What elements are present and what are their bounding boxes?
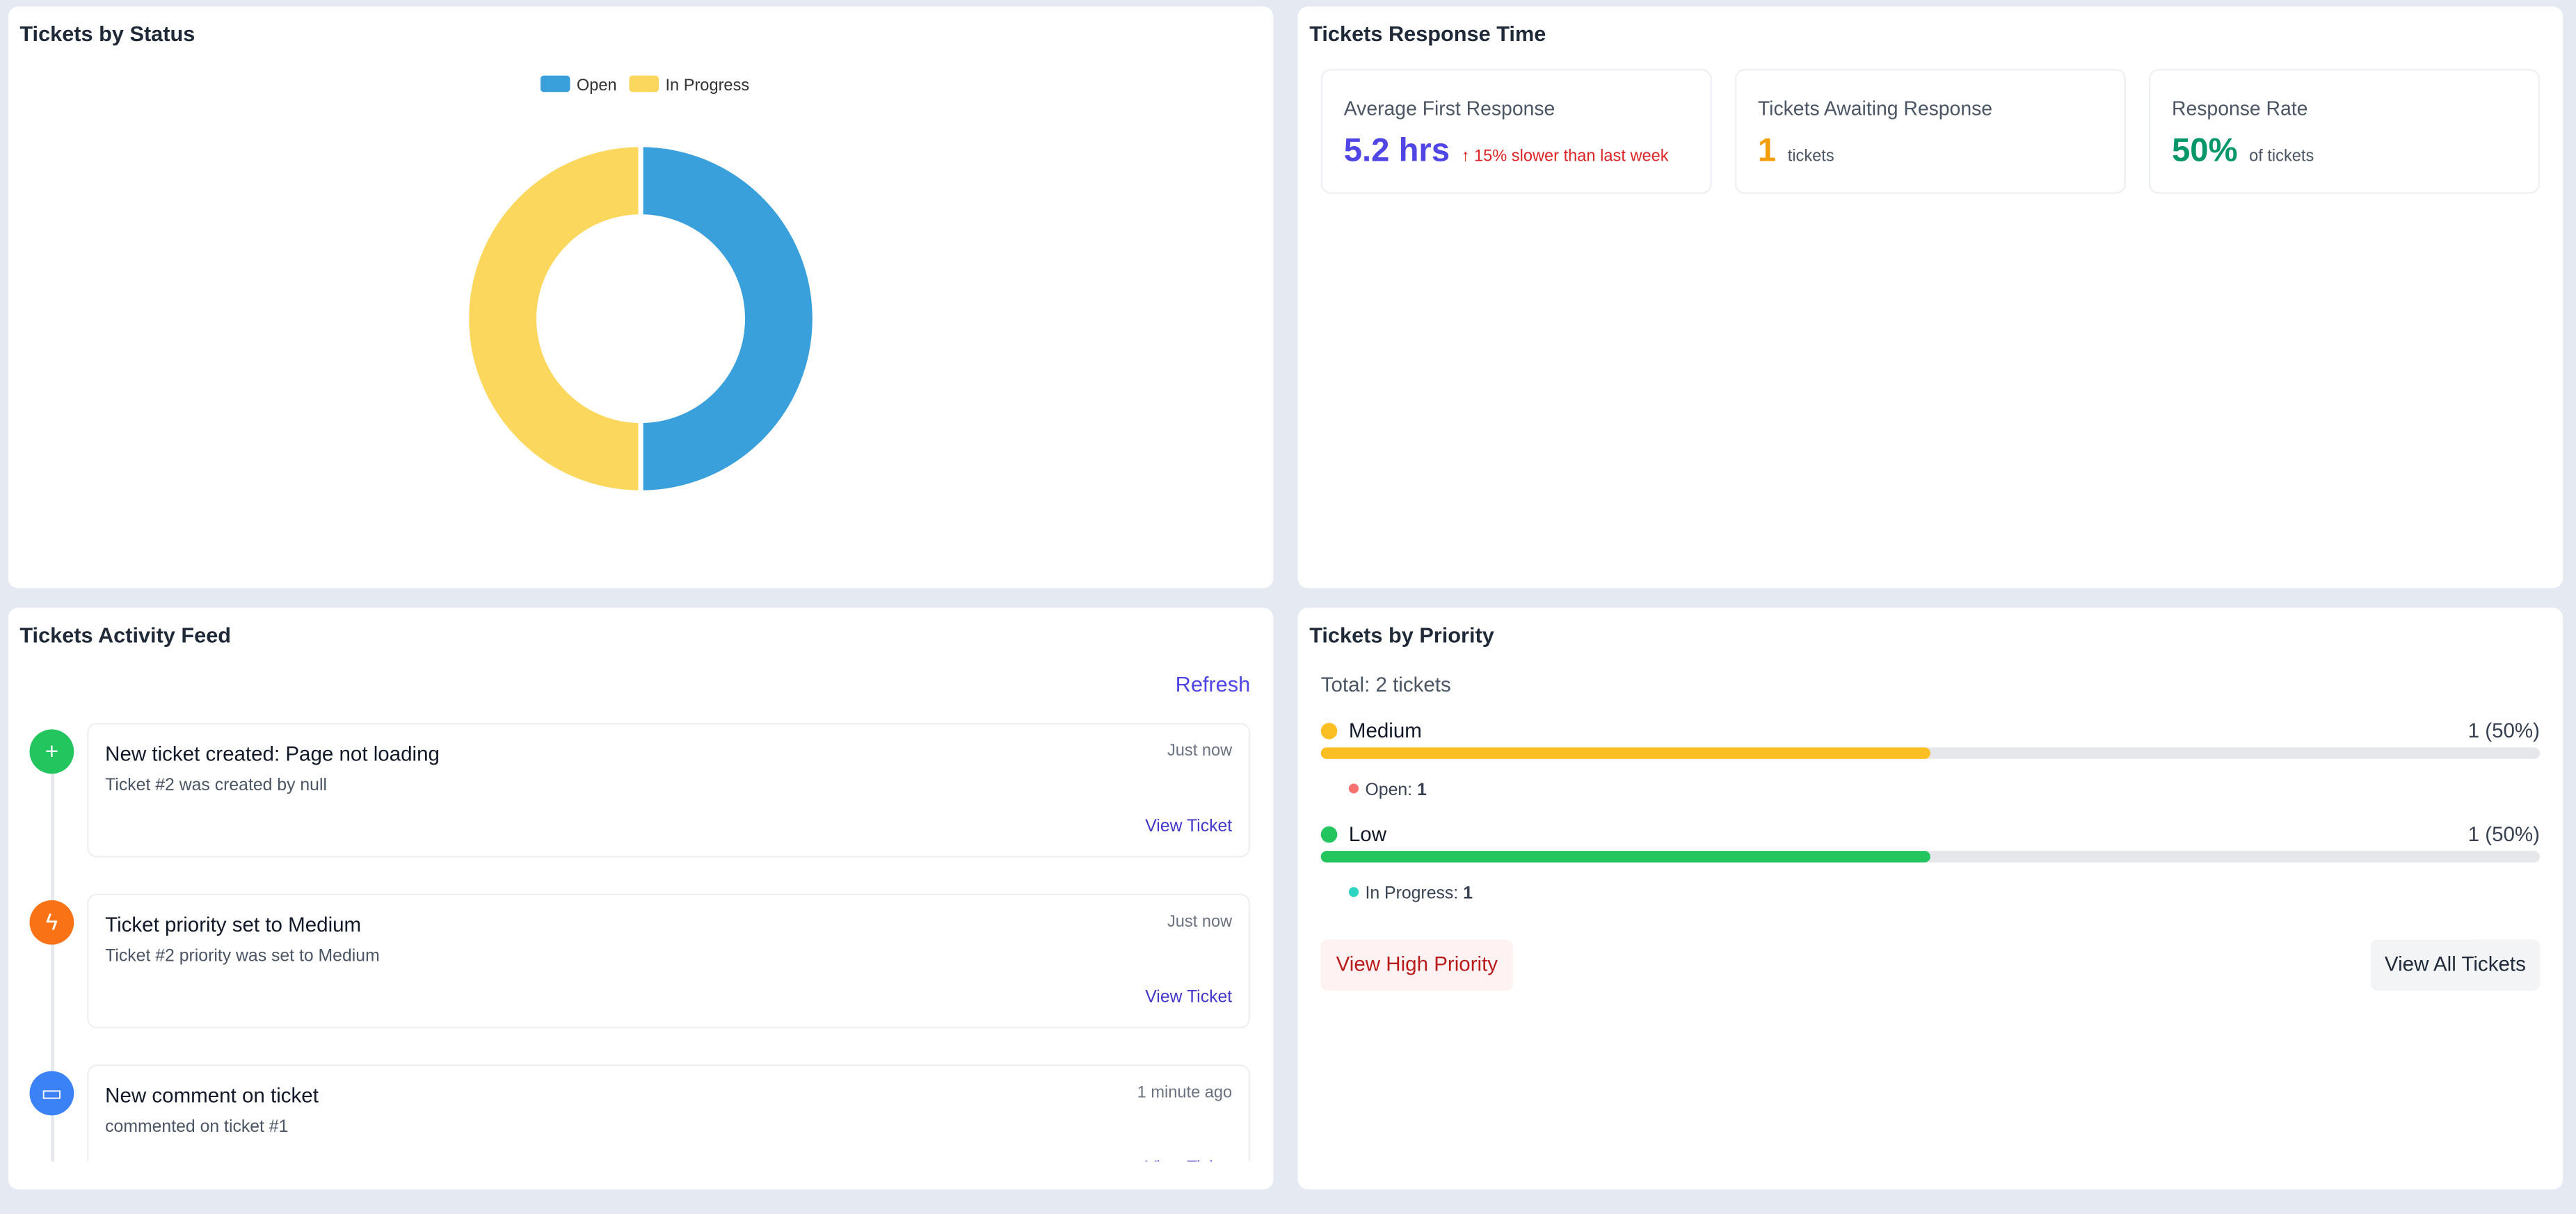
view-ticket-link[interactable]: View Ticket: [1145, 1158, 1232, 1162]
metric-value: 5.2 hrs: [1343, 133, 1450, 170]
activity-icon: ϟ: [29, 900, 74, 945]
metric-row: 1 tickets: [1758, 133, 1834, 170]
activity-icon: +: [29, 729, 74, 774]
metric-label: Average First Response: [1343, 97, 1555, 120]
priority-panel: Tickets by Priority Total: 2 tickets Vie…: [1297, 607, 2563, 1190]
breakdown-label: Open:: [1365, 780, 1413, 800]
status-panel: Tickets by Status Open In Progress: [8, 6, 1274, 589]
metric-note: ↑ 15% slower than last week: [1461, 147, 1669, 166]
metric-row: 5.2 hrs ↑ 15% slower than last week: [1344, 133, 1669, 170]
priority-track: [1320, 747, 2541, 759]
view-ticket-link[interactable]: View Ticket: [1145, 816, 1233, 836]
total: Total: 2 tickets: [1320, 673, 1451, 697]
breakdown-value: 1: [1463, 884, 1473, 904]
priority-track: [1320, 851, 2541, 863]
metric-row: 50% of tickets: [2172, 133, 2314, 170]
metric-value: 1: [1757, 133, 1777, 170]
breakdown-label: In Progress:: [1365, 884, 1459, 904]
donut-chart: Open In Progress: [464, 75, 817, 495]
activity-time: 1 minute ago: [1137, 1084, 1233, 1103]
metric-card: Response Rate 50% of tickets: [2148, 69, 2541, 194]
metric-label: Tickets Awaiting Response: [1757, 97, 1993, 120]
donut-segment: [464, 142, 643, 495]
metric-card: Tickets Awaiting Response 1 tickets: [1734, 69, 2126, 194]
breakdown: Open: 1: [1365, 781, 1426, 800]
priority-dot: [1320, 826, 1338, 843]
view-ticket-link[interactable]: View Ticket: [1145, 987, 1233, 1007]
priority-count: 1 (50%): [2467, 719, 2541, 743]
high-priority-button[interactable]: View High Priority: [1320, 939, 1514, 991]
feed: + New ticket created: Page not loading Tic…: [8, 717, 1273, 1162]
activity-description: Ticket #2 was created by null: [105, 775, 327, 795]
priority-name: Medium: [1348, 719, 1422, 743]
panel-title: Tickets by Priority: [1309, 622, 1494, 648]
response-panel: Tickets Response Time Average First Resp…: [1297, 6, 2563, 589]
panel-title: Tickets by Status: [19, 21, 195, 47]
breakdown: In Progress: 1: [1365, 884, 1473, 903]
priority-count: 1 (50%): [2467, 823, 2541, 847]
metric-value: 50%: [2172, 133, 2238, 170]
breakdown-value: 1: [1417, 780, 1427, 800]
activity-card: Ticket priority set to Medium Ticket #2 p…: [87, 893, 1251, 1029]
priority-dot: [1320, 722, 1338, 740]
breakdown-dot: [1348, 783, 1359, 794]
metric-note: tickets: [1787, 147, 1834, 166]
timeline: [51, 749, 54, 1162]
refresh-button[interactable]: Refresh: [1175, 671, 1251, 697]
activity-description: commented on ticket #1: [105, 1117, 289, 1137]
legend-swatch: [629, 75, 659, 93]
all-tickets-button[interactable]: View All Tickets: [2370, 939, 2541, 991]
activity-title: New ticket created: Page not loading: [105, 742, 440, 766]
priority-bar: [1320, 747, 1930, 759]
activity-description: Ticket #2 priority was set to Medium: [105, 946, 380, 966]
activity-card: New comment on ticket commented on ticket…: [87, 1064, 1251, 1162]
metric-note: of tickets: [2249, 147, 2314, 166]
metric-label: Response Rate: [2172, 97, 2308, 120]
legend-label: Open: [577, 77, 617, 95]
metric-card: Average First Response 5.2 hrs ↑ 15% slowe…: [1320, 69, 1712, 194]
activity-time: Just now: [1167, 742, 1233, 761]
legend-label: In Progress: [665, 77, 749, 95]
activity-title: Ticket priority set to Medium: [105, 913, 362, 936]
legend-swatch: [540, 75, 570, 93]
priority-bar: [1320, 851, 1930, 863]
activity-panel: Tickets Activity Feed Refresh + New ticke…: [8, 607, 1274, 1190]
activity-icon: ▭: [29, 1071, 74, 1116]
activity-title: New comment on ticket: [105, 1084, 319, 1108]
breakdown-dot: [1348, 887, 1359, 897]
activity-time: Just now: [1167, 913, 1233, 932]
donut-segment: [638, 142, 817, 495]
panel-title: Tickets Activity Feed: [19, 622, 232, 648]
activity-card: New ticket created: Page not loading Tick…: [87, 722, 1251, 858]
panel-title: Tickets Response Time: [1309, 21, 1546, 47]
priority-name: Low: [1348, 823, 1387, 847]
